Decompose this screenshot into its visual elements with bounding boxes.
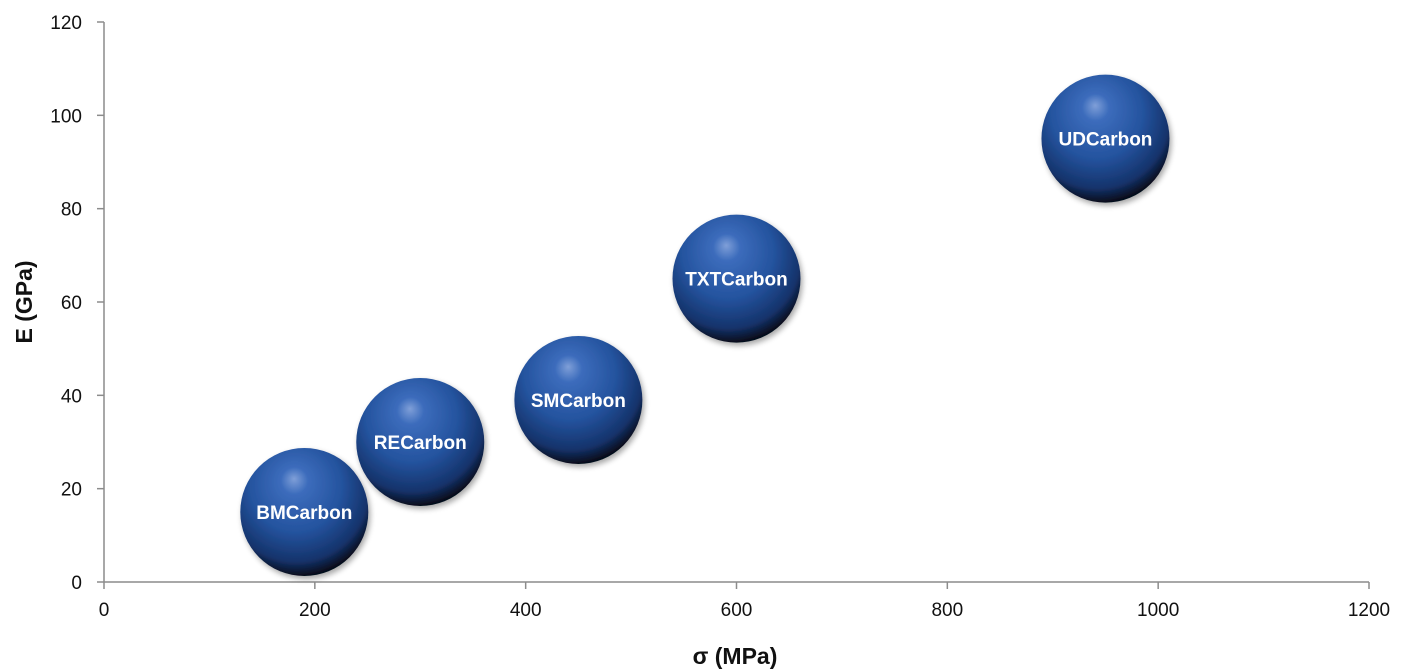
data-label: RECarbon	[374, 433, 467, 454]
data-point: UDCarbon	[1041, 74, 1170, 203]
y-tick-label: 80	[61, 200, 82, 221]
y-tick-label: 120	[50, 13, 82, 34]
x-tick-label: 800	[931, 600, 963, 621]
data-label: SMCarbon	[531, 391, 626, 412]
bubble-marker	[356, 378, 485, 506]
bubble-marker	[240, 448, 369, 576]
data-point: SMCarbon	[514, 336, 643, 464]
y-tick-label: 100	[50, 106, 82, 127]
y-tick-label: 60	[61, 293, 82, 314]
data-label: TXTCarbon	[685, 270, 787, 291]
x-tick-label: 600	[721, 600, 753, 621]
data-point: TXTCarbon	[672, 214, 801, 343]
x-axis-title: σ (MPa)	[693, 643, 778, 669]
y-tick-label: 0	[71, 573, 82, 594]
y-tick-label: 20	[61, 480, 82, 501]
y-tick-label: 40	[61, 386, 82, 407]
data-label: BMCarbon	[256, 503, 352, 524]
bubble-marker	[514, 336, 643, 464]
bubble-marker	[1041, 74, 1170, 203]
data-points: BMCarbon RECarbon SMCarbon TXTCarbon UDCarbo…	[240, 74, 1170, 576]
x-tick-label: 1000	[1137, 600, 1179, 621]
x-tick-label: 1200	[1348, 600, 1390, 621]
x-tick-label: 200	[299, 600, 331, 621]
y-axis-title: E (GPa)	[11, 260, 37, 343]
data-point: BMCarbon	[240, 448, 369, 576]
bubble-marker	[672, 214, 801, 343]
data-point: RECarbon	[356, 378, 485, 506]
data-label: UDCarbon	[1058, 130, 1152, 151]
x-tick-label: 400	[510, 600, 542, 621]
x-tick-label: 0	[99, 600, 110, 621]
